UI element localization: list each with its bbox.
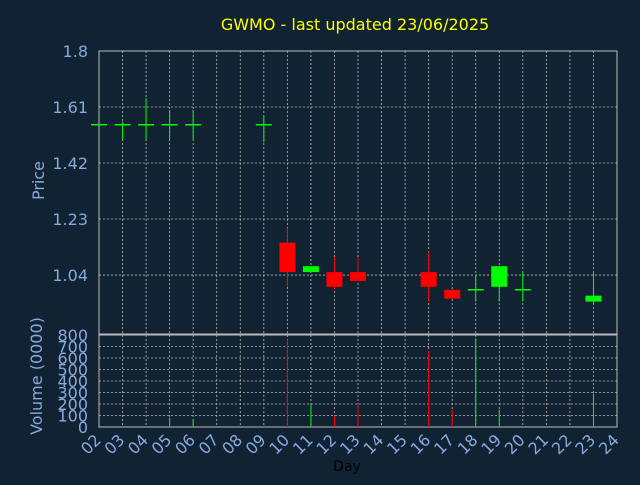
price-tick-label: 1.61 (52, 98, 88, 117)
x-axis-label: Day (333, 459, 361, 475)
price-tick-label: 1.04 (52, 266, 88, 285)
chart-title: GWMO - last updated 23/06/2025 (221, 15, 489, 34)
volume-tick-label: 700 (57, 338, 88, 357)
volume-tick-label: 0 (78, 418, 88, 437)
volume-tick-label: 600 (57, 349, 88, 368)
volume-tick-label: 400 (57, 372, 88, 391)
candle-body (444, 289, 461, 299)
candle-body (326, 272, 343, 287)
candle-body (279, 242, 296, 273)
volume-tick-label: 800 (57, 326, 88, 345)
price-axis-label: Price (29, 161, 48, 200)
volume-tick-label: 200 (57, 395, 88, 414)
volume-tick-label: 100 (57, 407, 88, 426)
candle-body (585, 295, 602, 302)
candle-body (350, 272, 366, 281)
price-tick-label: 1.42 (52, 154, 88, 173)
candle-body (420, 272, 437, 287)
price-tick-label: 1.23 (52, 210, 88, 229)
x-tick-label: 24 (595, 430, 623, 458)
volume-axis-label: Volume (0000) (27, 317, 46, 435)
candle-body (302, 266, 319, 273)
volume-tick-label: 300 (57, 384, 88, 403)
candle-body (491, 266, 508, 287)
price-tick-label: 1.8 (63, 42, 88, 61)
volume-tick-label: 500 (57, 361, 88, 380)
